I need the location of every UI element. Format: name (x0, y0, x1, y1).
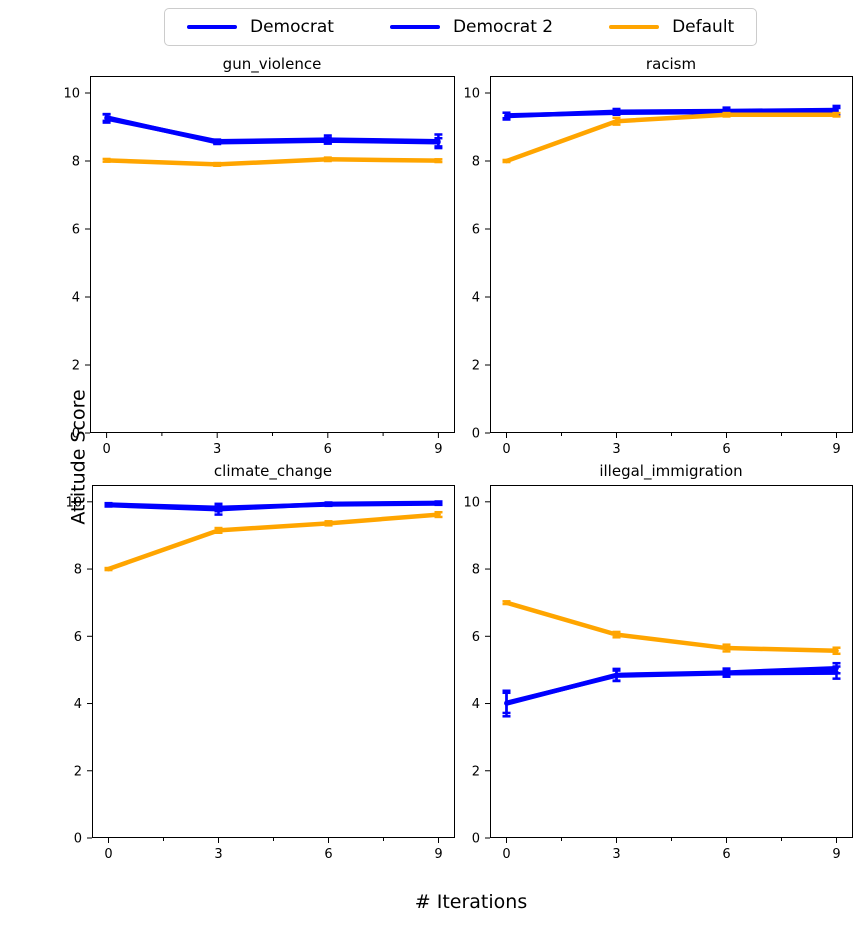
climate-change-plot-area: 0 2 4 6 8 10 0 3 6 9 (65, 485, 455, 862)
svg-text:6: 6 (324, 847, 332, 862)
svg-text:3: 3 (612, 442, 620, 457)
svg-text:6: 6 (72, 223, 80, 238)
gun-violence-plot-area: 0 2 4 6 8 10 0 3 6 9 (63, 76, 455, 457)
svg-text:9: 9 (434, 442, 442, 457)
svg-text:0: 0 (502, 442, 510, 457)
x-axis-label: # Iterations (414, 891, 528, 913)
legend-label-democrat-2: Democrat 2 (452, 17, 554, 37)
subplot-title-illegal-immigration: illegal_immigration (599, 462, 743, 480)
democrat-line-swatch-icon (187, 25, 237, 29)
svg-text:9: 9 (832, 847, 840, 862)
svg-text:0: 0 (104, 847, 112, 862)
legend-label-default: Default (672, 17, 735, 37)
default-line-swatch-icon (609, 25, 660, 29)
svg-text:6: 6 (324, 442, 332, 457)
svg-text:10: 10 (463, 87, 480, 102)
svg-text:4: 4 (74, 697, 82, 712)
democrat-2-line-swatch-icon (389, 25, 440, 29)
svg-text:0: 0 (102, 442, 110, 457)
subplot-title-racism: racism (645, 55, 697, 73)
svg-text:3: 3 (214, 847, 222, 862)
svg-text:6: 6 (472, 630, 480, 645)
legend: Democrat Democrat 2 Default (164, 8, 758, 46)
svg-text:8: 8 (72, 155, 80, 170)
racism-plot-area: 0 2 4 6 8 10 0 3 6 9 (463, 76, 853, 457)
svg-text:2: 2 (72, 359, 80, 374)
svg-text:3: 3 (213, 442, 221, 457)
legend-item-default: Default (609, 17, 734, 37)
svg-text:9: 9 (832, 442, 840, 457)
svg-text:3: 3 (612, 847, 620, 862)
svg-text:2: 2 (74, 764, 82, 779)
legend-label-democrat: Democrat (250, 17, 334, 37)
svg-text:9: 9 (434, 847, 442, 862)
subplot-title-climate-change: climate_change (213, 462, 333, 480)
subplot-title-gun-violence: gun_violence (222, 55, 322, 73)
svg-text:0: 0 (72, 427, 80, 442)
svg-text:6: 6 (472, 223, 480, 238)
y-axis-label: Attitude Score (67, 389, 90, 525)
svg-text:2: 2 (472, 764, 480, 779)
svg-text:8: 8 (74, 563, 82, 578)
svg-text:0: 0 (502, 847, 510, 862)
legend-item-democrat: Democrat (187, 17, 334, 37)
svg-text:6: 6 (74, 630, 82, 645)
svg-text:0: 0 (472, 832, 480, 847)
svg-text:0: 0 (74, 832, 82, 847)
svg-text:8: 8 (472, 563, 480, 578)
svg-text:10: 10 (65, 495, 82, 510)
svg-text:4: 4 (472, 697, 480, 712)
svg-text:10: 10 (63, 87, 80, 102)
svg-text:6: 6 (722, 442, 730, 457)
svg-text:10: 10 (463, 495, 480, 510)
svg-text:6: 6 (722, 847, 730, 862)
svg-text:8: 8 (472, 155, 480, 170)
svg-text:0: 0 (472, 427, 480, 442)
illegal-immigration-plot-area: 0 2 4 6 8 10 0 3 6 9 (463, 485, 853, 862)
svg-text:2: 2 (472, 359, 480, 374)
legend-item-democrat-2: Democrat 2 (389, 17, 554, 37)
svg-text:4: 4 (72, 291, 80, 306)
svg-text:4: 4 (472, 291, 480, 306)
